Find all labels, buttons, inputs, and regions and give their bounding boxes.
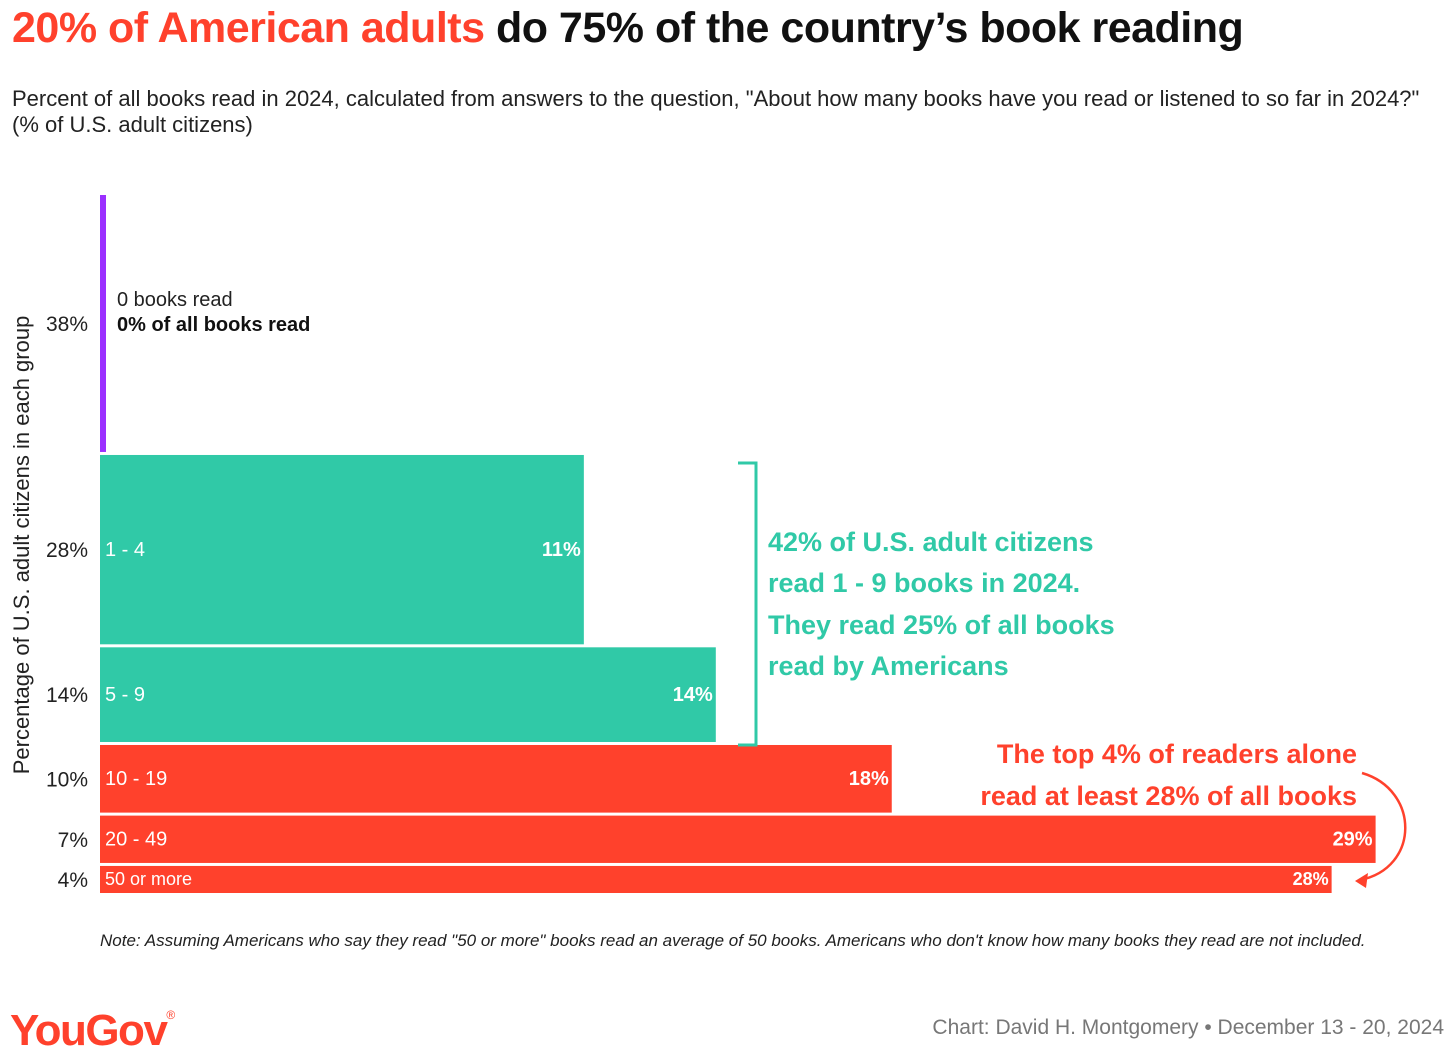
- bar-5: [100, 865, 1332, 893]
- y-tick-label-4: 7%: [58, 829, 88, 852]
- y-tick-label-1: 28%: [46, 539, 88, 562]
- chart-title: 20% of American adults do 75% of the cou…: [12, 4, 1244, 53]
- teal-annotation-line-4: read by Americans: [768, 651, 1009, 681]
- teal-bracket: [738, 461, 758, 747]
- teal-annotation-line-3: They read 25% of all books: [768, 610, 1115, 640]
- title-rest: do 75% of the country’s book reading: [495, 4, 1244, 52]
- bar-value-label-5: 28%: [1293, 869, 1329, 889]
- y-tick-label-5: 4%: [58, 869, 88, 892]
- bar-category-label-1: 1 - 4: [105, 539, 145, 561]
- bar-category-label-3: 10 - 19: [105, 768, 167, 790]
- bar-value-label-2: 14%: [673, 684, 713, 706]
- teal-annotation-line-2: read 1 - 9 books in 2024.: [768, 568, 1080, 598]
- chart-credit: Chart: David H. Montgomery • December 13…: [932, 1016, 1444, 1039]
- red-annotation-line-2: read at least 28% of all books: [980, 781, 1357, 811]
- y-axis-title: Percentage of U.S. adult citizens in eac…: [9, 316, 34, 775]
- teal-annotation-line-1: 42% of U.S. adult citizens: [768, 527, 1094, 557]
- bar-1: [100, 454, 584, 645]
- bar-3: [100, 744, 892, 813]
- logo-text: YouGov: [10, 1006, 168, 1055]
- bar-value-label-4: 29%: [1333, 829, 1373, 851]
- bar-2: [100, 647, 716, 742]
- red-annotation-line-1: The top 4% of readers alone: [997, 739, 1357, 769]
- bar-4: [100, 815, 1376, 863]
- y-tick-label-2: 14%: [46, 684, 88, 707]
- title-highlight: 20% of American adults: [12, 4, 485, 52]
- bars-group: 38% 0 books read 0% of all books read 28% 1 …: [46, 195, 1376, 893]
- yougov-logo: YouGov®: [10, 1006, 175, 1056]
- logo-mark: ®: [166, 1008, 176, 1022]
- bar-value-label-1: 11%: [542, 539, 581, 561]
- bar-0: [100, 195, 106, 452]
- y-tick-label-0: 38%: [46, 313, 88, 336]
- red-arrowhead-icon: [1355, 873, 1368, 888]
- chart-subtitle: Percent of all books read in 2024, calcu…: [12, 86, 1420, 137]
- bar-value-label-3: 18%: [849, 768, 889, 790]
- bar-share-label-0: 0% of all books read: [117, 314, 310, 336]
- y-tick-label-3: 10%: [46, 768, 88, 791]
- bar-category-label-4: 20 - 49: [105, 829, 167, 851]
- footnote: Note: Assuming Americans who say they re…: [100, 931, 1366, 950]
- bar-category-label-5: 50 or more: [105, 869, 192, 889]
- red-annotation-arrow: [1359, 771, 1407, 882]
- bar-category-label-2: 5 - 9: [105, 684, 145, 706]
- bar-category-label-0: 0 books read: [117, 289, 233, 311]
